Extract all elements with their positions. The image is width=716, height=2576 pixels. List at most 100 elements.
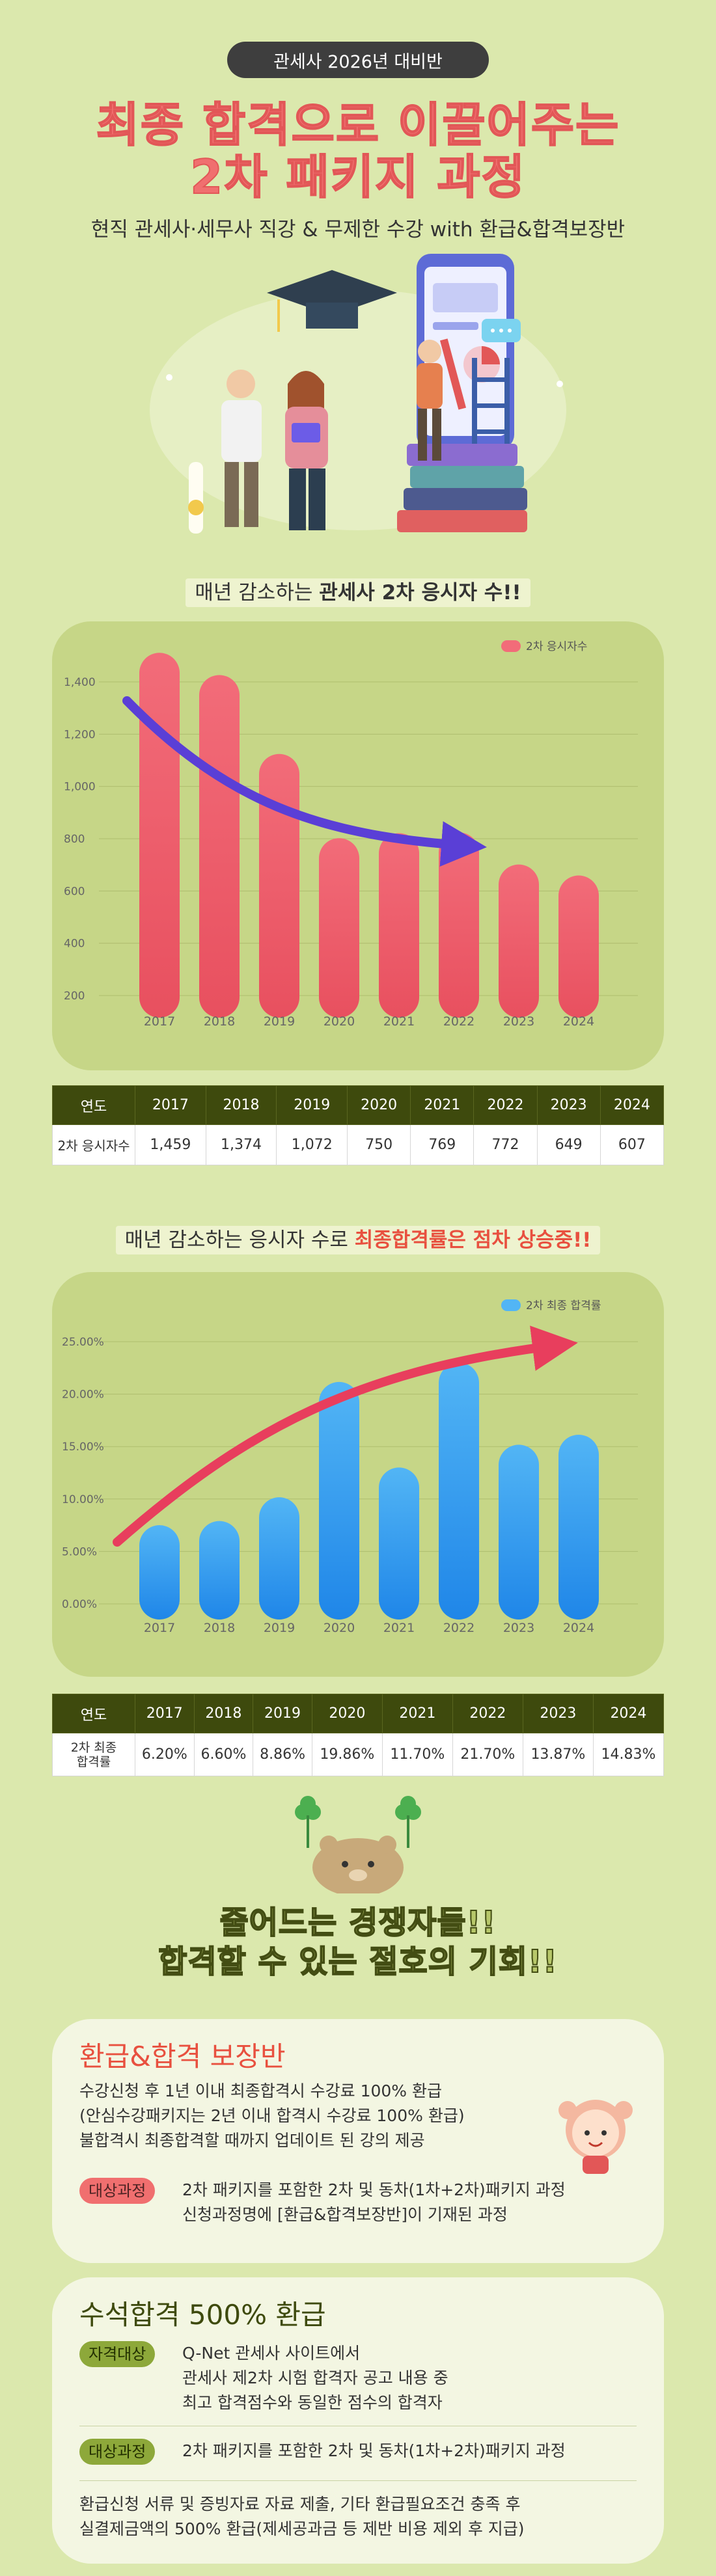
table-cell: 2024 <box>599 1085 665 1125</box>
table-row: 2차 최종 합격률 6.20% 6.60% 8.86% 19.86% 11.70… <box>52 1733 665 1776</box>
refund-line: (안심수강패키지는 2년 이내 합격시 수강료 100% 환급) <box>79 2106 465 2125</box>
table-cell: 1,072 <box>276 1124 348 1165</box>
refund-target-courses: 2차 패키지를 포함한 2차 및 동차(1차+2차)패키지 과정 신청과정명에 … <box>182 2178 566 2227</box>
sparkle-icon <box>166 374 172 381</box>
hero-title-line2: 2차 패키지 과정 <box>189 149 526 205</box>
table-cell: 2019 <box>276 1085 348 1125</box>
refund-line: 수강신청 후 1년 이내 최종합격시 수강료 100% 환급 <box>79 2081 443 2100</box>
bar <box>379 833 419 1018</box>
table-cell: 1,374 <box>205 1124 277 1165</box>
table-cell: 2017 <box>135 1694 195 1733</box>
y-tick-label: 600 <box>64 885 85 898</box>
legend-label: 2차 응시자수 <box>526 640 587 653</box>
table-cell: 2022 <box>473 1085 538 1125</box>
pencil-icon <box>439 338 467 410</box>
bar <box>499 1444 539 1620</box>
y-tick-label: 400 <box>64 938 85 951</box>
table-cell: 연도 <box>52 1085 135 1125</box>
section1-label: 매년 감소하는 관세사 2차 응시자 수!! <box>0 576 716 607</box>
grandfather-person <box>221 370 262 527</box>
table-cell: 607 <box>599 1124 665 1165</box>
table-cell: 649 <box>536 1124 601 1165</box>
table-cell: 13.87% <box>522 1733 594 1776</box>
table-cell: 2019 <box>253 1694 312 1733</box>
y-tick-label: 0.00% <box>62 1598 97 1611</box>
bar <box>558 1434 599 1620</box>
x-tick-label: 2022 <box>443 1621 475 1635</box>
top-card-title: 수석합격 500% 환급 <box>79 2299 326 2331</box>
course-badge: 관세사 2026년 대비반 <box>227 42 489 78</box>
target-line: 2차 패키지를 포함한 2차 및 동차(1차+2차)패키지 과정 <box>182 2180 566 2199</box>
table-header-row: 연도 2017 2018 2019 2020 2021 2022 2023 20… <box>52 1694 665 1733</box>
bar <box>499 864 539 1018</box>
table-row-label: 2차 최종 합격률 <box>52 1733 135 1776</box>
qualification-text: Q-Net 관세사 사이트에서 관세사 제2차 시험 합격자 공고 내용 중 최… <box>182 2341 448 2415</box>
y-tick-label: 800 <box>64 833 85 846</box>
top-scorer-refund-card: 수석합격 500% 환급 자격대상 Q-Net 관세사 사이트에서 관세사 제2… <box>52 2277 664 2564</box>
section1-label-prefix: 매년 감소하는 <box>195 581 320 604</box>
x-tick-label: 2020 <box>324 1014 355 1029</box>
table-cell: 2023 <box>522 1694 594 1733</box>
target-course-tag: 대상과정 <box>79 2439 156 2465</box>
section2-label-prefix: 매년 감소하는 응시자 수로 <box>124 1228 355 1252</box>
bar <box>439 1363 479 1620</box>
table-cell: 8.86% <box>253 1733 312 1776</box>
target-line: 신청과정명에 [환급&합격보장반]이 기재된 과정 <box>182 2205 508 2224</box>
bar <box>558 875 599 1018</box>
top-card-footer: 환급신청 서류 및 증빙자료 자료 제출, 기타 환급필요조건 충족 후 실결제… <box>79 2492 525 2542</box>
refund-card-title: 환급&합격 보장반 <box>79 2040 286 2072</box>
x-tick-label: 2018 <box>204 1014 235 1029</box>
bar <box>139 1525 180 1620</box>
table-cell: 6.20% <box>135 1733 195 1776</box>
table-cell: 6.60% <box>193 1733 254 1776</box>
applicants-table: 연도 2017 2018 2019 2020 2021 2022 2023 20… <box>52 1085 665 1165</box>
legend-swatch <box>501 1299 521 1311</box>
divider <box>79 2480 637 2481</box>
bar <box>259 1497 299 1620</box>
woman-person <box>285 371 328 530</box>
footer-line: 실결제금액의 500% 환급(제세공과금 등 제반 비용 제외 후 지급) <box>79 2519 525 2538</box>
footer-line: 환급신청 서류 및 증빙자료 자료 제출, 기타 환급필요조건 충족 후 <box>79 2495 521 2514</box>
y-tick-label: 15.00% <box>62 1441 104 1454</box>
chart-legend: 2차 응시자수 <box>501 640 587 653</box>
x-tick-label: 2024 <box>563 1014 594 1029</box>
qual-line: Q-Net 관세사 사이트에서 <box>182 2344 361 2363</box>
row-label-line: 2차 최종 <box>70 1740 117 1755</box>
x-tick-label: 2018 <box>204 1621 235 1635</box>
refund-line: 불합격시 최종합격할 때까지 업데이트 된 강의 제공 <box>79 2131 425 2150</box>
qual-line: 관세사 제2차 시험 합격자 공고 내용 중 <box>182 2368 448 2387</box>
x-tick-label: 2023 <box>503 1014 534 1029</box>
y-tick-label: 1,200 <box>64 728 96 741</box>
bar <box>199 1521 240 1620</box>
table-cell: 19.86% <box>311 1733 383 1776</box>
table-cell: 2021 <box>410 1085 475 1125</box>
table-header-row: 연도 2017 2018 2019 2020 2021 2022 2023 20… <box>52 1085 665 1125</box>
clover-icon <box>395 1796 421 1848</box>
table-cell: 연도 <box>52 1694 135 1733</box>
x-tick-label: 2017 <box>144 1014 175 1029</box>
table-cell: 11.70% <box>381 1733 453 1776</box>
legend-label: 2차 최종 합격률 <box>526 1299 601 1312</box>
bar <box>439 832 479 1018</box>
x-tick-label: 2019 <box>264 1014 295 1029</box>
graduation-cap-icon <box>267 270 397 332</box>
bar <box>199 675 240 1018</box>
chart-legend: 2차 최종 합격률 <box>501 1299 601 1312</box>
table-cell: 1,459 <box>135 1124 206 1165</box>
applicants-bar-chart: 1,400 1,200 1,000 800 600 400 200 2017 2018 2019 2… <box>64 640 638 1029</box>
bar <box>319 1381 359 1620</box>
x-tick-label: 2023 <box>503 1621 534 1635</box>
table-cell: 2024 <box>592 1694 665 1733</box>
section1-label-bold: 관세사 2차 응시자 수!! <box>319 581 521 604</box>
sparkle-icon <box>557 381 563 387</box>
bar <box>379 1467 419 1620</box>
refund-guarantee-card: 환급&합격 보장반 수강신청 후 1년 이내 최종합격시 수강료 100% 환급… <box>52 2019 664 2263</box>
qualification-tag: 자격대상 <box>79 2341 156 2367</box>
refund-card-body: 수강신청 후 1년 이내 최종합격시 수강료 100% 환급 (안심수강패키지는… <box>79 2079 465 2153</box>
y-tick-label: 25.00% <box>62 1336 104 1349</box>
bear-mascot-icon <box>295 1796 421 1893</box>
crowd-headline-line1: 줄어드는 경쟁자들!! <box>219 1904 497 1942</box>
y-tick-label: 5.00% <box>62 1545 97 1558</box>
qual-line: 최고 합격점수와 동일한 점수의 합격자 <box>182 2393 443 2412</box>
y-tick-label: 10.00% <box>62 1493 104 1506</box>
